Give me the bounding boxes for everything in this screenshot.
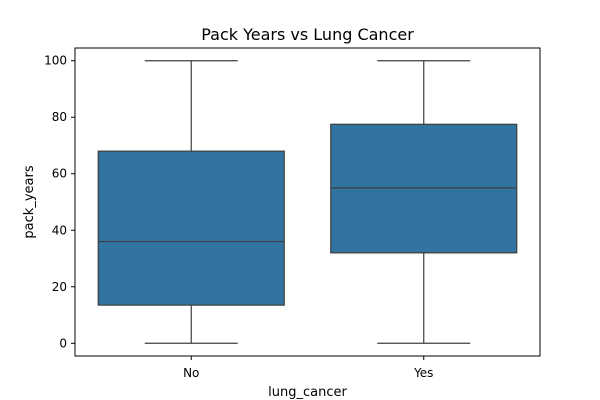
plot-frame [74, 47, 541, 357]
x-axis-label: lung_cancer [268, 385, 347, 400]
x-tick-label: No [183, 366, 199, 380]
iqr-box [97, 150, 285, 306]
y-axis: 0 20 40 60 80 100 [44, 54, 75, 350]
y-axis-label: pack_years [22, 165, 37, 238]
x-axis: No Yes [183, 356, 433, 380]
box-no [97, 60, 285, 344]
box-yes [330, 60, 518, 344]
chart-title: Pack Years vs Lung Cancer [201, 25, 414, 44]
y-tick-label: 100 [44, 54, 67, 68]
plot-area [97, 60, 518, 344]
y-tick-label: 60 [52, 167, 67, 181]
y-tick-label: 0 [59, 336, 67, 350]
x-tick-label: Yes [413, 366, 433, 380]
y-tick-label: 40 [52, 223, 67, 237]
y-tick-label: 20 [52, 280, 67, 294]
y-tick-label: 80 [52, 110, 67, 124]
iqr-box [330, 123, 518, 254]
